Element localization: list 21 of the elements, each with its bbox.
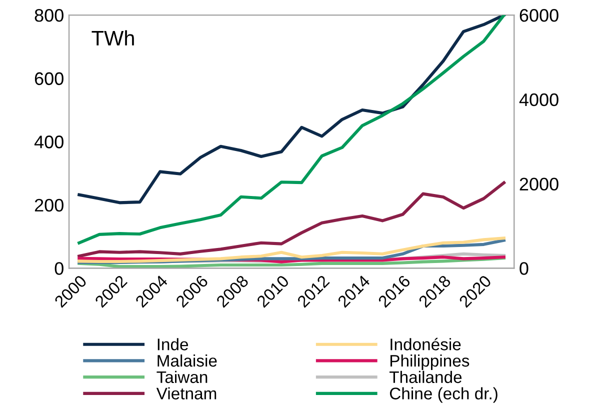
legend-label: Philippines: [390, 354, 470, 370]
line-series: [78, 15, 506, 204]
legend-label: Indonésie: [390, 338, 461, 350]
y-tick-label: 800: [34, 9, 64, 22]
y-tick-label: 600: [34, 72, 64, 86]
y2-tick-label: 0: [520, 262, 528, 275]
legend-label: Chine (ech dr.): [390, 387, 498, 403]
y-tick-label: 400: [34, 136, 64, 148]
legend-label: Inde: [158, 338, 188, 350]
line-series: [78, 15, 506, 244]
legend-label: Thailande: [390, 370, 462, 384]
y2-tick-label: 6000: [520, 9, 558, 22]
legend-label: Taiwan: [156, 370, 208, 384]
annotation: TWh: [92, 30, 134, 46]
y2-tick-label: 4000: [519, 93, 558, 106]
y2-tick-label: 2000: [520, 178, 558, 191]
legend-label: Vietnam: [156, 387, 216, 400]
line-series: [78, 181, 506, 258]
y-tick-label: 0: [54, 262, 64, 275]
y-tick-label: 200: [34, 198, 64, 212]
legend-label: Malaisie: [158, 354, 217, 367]
